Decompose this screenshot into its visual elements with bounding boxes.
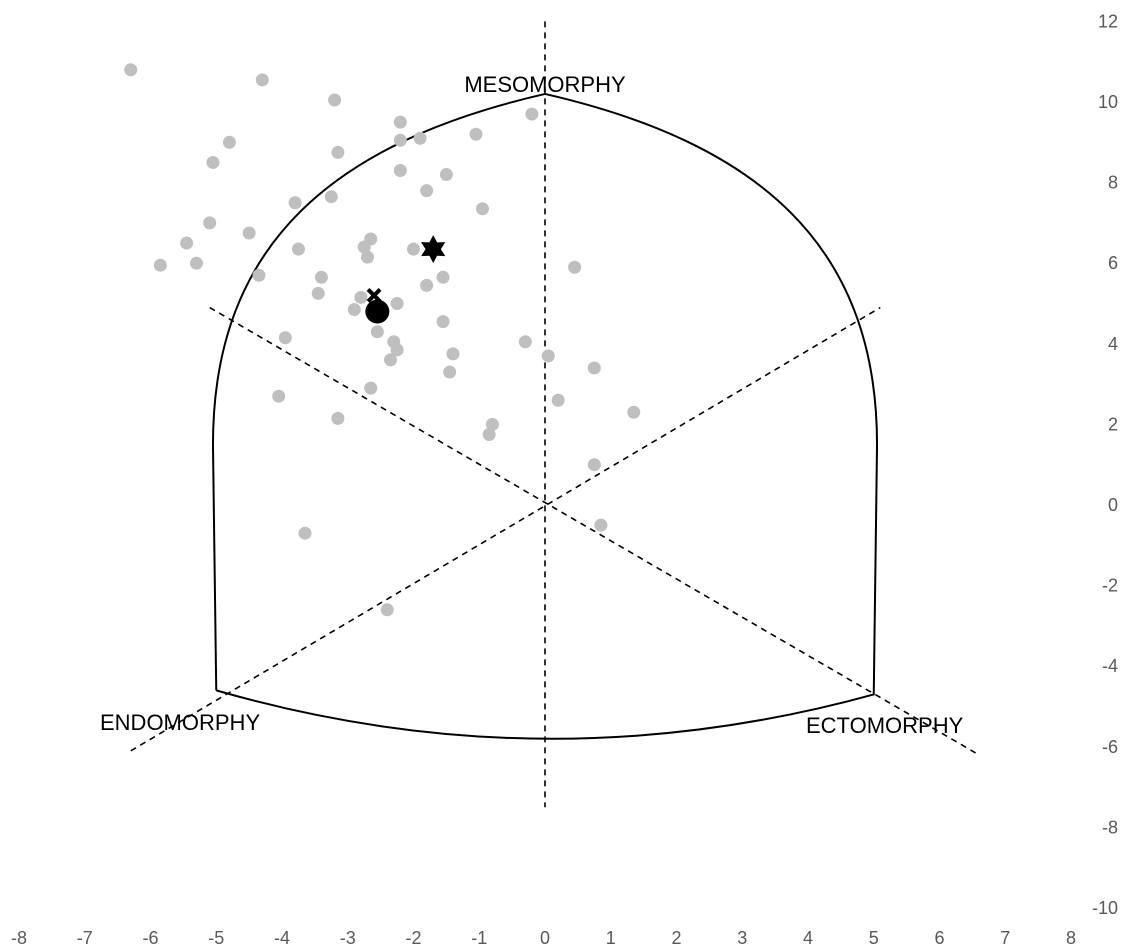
scatter-point [476,202,490,216]
scatter-point [420,278,434,292]
scatter-point [393,115,407,129]
scatter-point [272,389,286,403]
scatter-point [541,349,555,363]
scatter-point [331,411,345,425]
scatter-point [587,361,601,375]
scatter-point [190,256,204,270]
mean-point-circle [365,299,390,324]
scatter-point [124,63,138,77]
x-tick-label: -5 [208,928,224,948]
scatter-point [393,164,407,178]
y-tick-label: -10 [1092,898,1118,918]
scatter-point [469,127,483,141]
scatter-point [627,405,641,419]
scatter-point [252,268,266,282]
x-tick-label: 4 [803,928,813,948]
y-tick-label: 4 [1108,334,1118,354]
x-tick-label: -8 [11,928,27,948]
x-tick-label: -4 [274,928,290,948]
scatter-point [360,250,374,264]
scatter-point [180,236,194,250]
somatochart-outline [211,92,879,740]
x-tick-label: 8 [1066,928,1076,948]
scatter-point [436,270,450,284]
scatter-point [436,315,450,329]
scatter-point [594,518,608,532]
somatotype-axis-line [209,306,980,756]
scatter-point [328,93,342,107]
scatter-point [587,458,601,472]
x-tick-label: 6 [934,928,944,948]
scatter-point [413,131,427,145]
scatter-point [482,427,496,441]
scatter-point [354,290,368,304]
x-axis-ticks: -8 -7 -6 -5 -4 -3 -2 -1 0 1 2 3 4 5 6 7 8 [11,928,1076,948]
scatter-point [446,347,460,361]
scatter-point [255,73,269,87]
scatter-point [485,417,499,431]
x-tick-label: 7 [1000,928,1010,948]
y-axis-ticks: 12 10 8 6 4 2 0 -2 -4 -6 -8 -10 [1092,11,1118,918]
scatter-point [331,145,345,159]
y-tick-label: -6 [1102,737,1118,757]
scatter-point [314,270,328,284]
y-tick-label: 2 [1108,414,1118,434]
scatter-point [518,335,532,349]
x-tick-label: -3 [340,928,356,948]
x-tick-label: 1 [606,928,616,948]
scatter-point [383,353,397,367]
scatter-point [242,226,256,240]
scatter-point [568,260,582,274]
scatter-point [347,303,361,317]
ectomorphy-label: ECTOMORPHY [806,713,964,738]
scatter-point [420,184,434,198]
mesomorphy-label: MESOMORPHY [464,72,626,97]
scatter-point [311,286,325,300]
y-tick-label: 10 [1098,92,1118,112]
x-tick-label: -2 [405,928,421,948]
x-tick-label: -6 [142,928,158,948]
x-tick-label: 2 [671,928,681,948]
scatter-point [380,603,394,617]
somatotype-axes [130,21,980,808]
y-tick-label: -2 [1102,576,1118,596]
x-tick-label: 3 [737,928,747,948]
scatter-point [364,381,378,395]
data-points [124,63,641,617]
y-tick-label: 12 [1098,11,1118,31]
scatter-point [153,258,167,272]
scatter-point [278,331,292,345]
x-tick-label: -7 [77,928,93,948]
scatter-point [288,196,302,210]
scatter-point [203,216,217,230]
y-tick-label: 6 [1108,253,1118,273]
scatter-point [291,242,305,256]
scatter-point [222,135,236,149]
scatter-point [443,365,457,379]
mean-point-cross [366,288,382,303]
scatter-point [370,325,384,339]
scatter-point [324,190,338,204]
x-tick-label: 0 [540,928,550,948]
somatotype-axis-line [130,306,881,752]
scatter-point [393,133,407,147]
y-tick-label: 8 [1108,173,1118,193]
y-tick-label: 0 [1108,495,1118,515]
scatter-point [525,107,539,121]
mean-point-star [421,235,446,264]
scatter-point [551,393,565,407]
scatter-point [407,242,420,256]
scatter-point [206,155,220,169]
y-tick-label: -8 [1102,817,1118,837]
endomorphy-label: ENDOMORPHY [100,710,260,735]
y-tick-label: -4 [1102,656,1118,676]
x-tick-label: -1 [471,928,487,948]
scatter-point [439,168,453,182]
scatter-point [298,526,312,540]
scatter-point [390,343,404,357]
x-tick-label: 5 [869,928,879,948]
scatter-point [357,240,371,254]
scatter-point [390,297,404,310]
